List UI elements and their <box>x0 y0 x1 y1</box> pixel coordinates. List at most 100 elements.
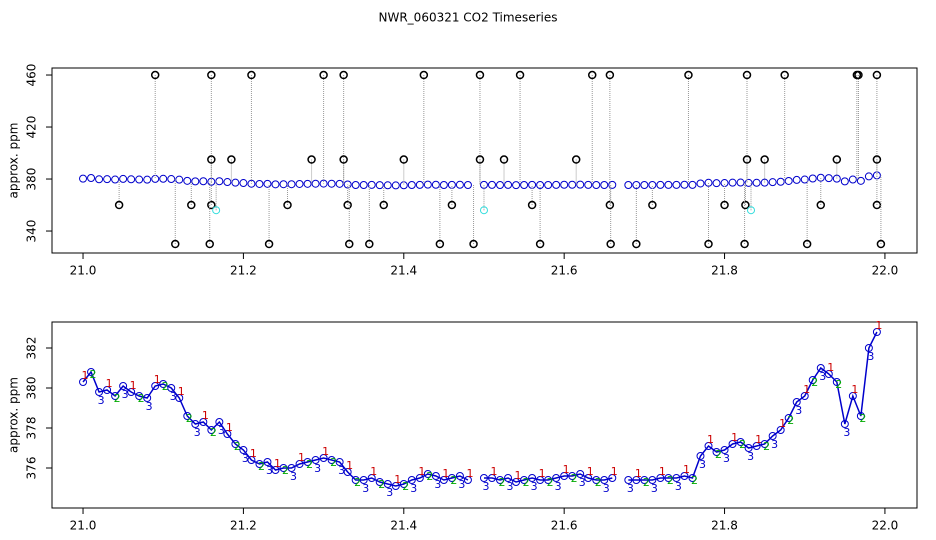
x-tick-label: 22.0 <box>872 519 899 533</box>
point <box>780 70 789 80</box>
point <box>287 180 296 189</box>
point-marker: 3 <box>795 404 802 417</box>
point-marker: 2 <box>378 478 385 491</box>
point <box>784 176 793 185</box>
point <box>760 440 769 448</box>
point <box>824 370 833 378</box>
point <box>79 174 88 183</box>
point-marker: 3 <box>314 462 321 475</box>
point <box>319 179 328 188</box>
point-marker: 1 <box>442 467 449 480</box>
point-marker: 3 <box>122 388 129 401</box>
point-marker: 2 <box>547 476 554 489</box>
point-marker: 3 <box>410 482 417 495</box>
point <box>672 474 681 482</box>
point <box>688 180 697 189</box>
point-marker: 2 <box>667 474 674 487</box>
point-marker: 2 <box>859 412 866 425</box>
point-marker: 1 <box>803 383 810 396</box>
point <box>439 476 448 484</box>
point-marker: 1 <box>322 445 329 458</box>
point <box>768 178 777 187</box>
point <box>319 454 328 462</box>
point-marker: 1 <box>611 465 618 478</box>
point <box>816 364 825 372</box>
point <box>255 179 264 188</box>
point <box>704 239 713 249</box>
point <box>648 476 657 484</box>
point <box>311 456 320 464</box>
point <box>255 460 264 468</box>
point-marker: 2 <box>306 458 313 471</box>
point <box>608 474 617 482</box>
point <box>207 200 216 210</box>
point-marker: 1 <box>346 459 353 472</box>
point <box>816 200 826 210</box>
point <box>504 180 513 189</box>
y-tick-label: 420 <box>25 116 39 139</box>
point-marker: 1 <box>106 377 113 390</box>
point <box>728 178 737 187</box>
point <box>520 181 529 190</box>
point-marker: 3 <box>482 480 489 493</box>
y-tick-label: 340 <box>25 220 39 243</box>
point <box>872 200 882 210</box>
point <box>792 175 801 184</box>
point <box>95 175 104 184</box>
point-marker: 1 <box>827 361 834 374</box>
point <box>391 181 400 190</box>
point <box>736 178 745 187</box>
point <box>175 394 184 402</box>
point <box>808 174 817 183</box>
x-tick-label: 22.0 <box>872 264 899 278</box>
point <box>664 474 673 482</box>
point-marker: 1 <box>707 433 714 446</box>
point <box>608 180 617 189</box>
point-marker: 2 <box>234 440 241 453</box>
point <box>415 180 424 189</box>
point-marker: 1 <box>82 369 89 382</box>
point <box>351 476 360 484</box>
point <box>736 438 745 446</box>
point <box>103 386 112 394</box>
point <box>527 200 537 210</box>
point-marker: 3 <box>675 480 682 493</box>
point-marker: 1 <box>587 465 594 478</box>
point <box>271 180 280 189</box>
point-marker: 3 <box>507 480 514 493</box>
point <box>568 472 577 480</box>
point <box>624 181 633 190</box>
point <box>688 474 697 482</box>
point <box>95 388 104 396</box>
point <box>287 464 296 472</box>
point-marker: 1 <box>178 385 185 398</box>
point <box>359 476 368 484</box>
point <box>552 474 561 482</box>
point <box>560 180 569 189</box>
point <box>439 181 448 190</box>
point-marker: 2 <box>739 438 746 451</box>
point <box>231 440 240 448</box>
point <box>343 200 352 210</box>
point <box>375 478 384 486</box>
point <box>872 155 882 164</box>
point-marker: 1 <box>130 379 137 392</box>
y-tick-label: 376 <box>25 457 39 480</box>
point-marker: 2 <box>258 460 265 473</box>
point <box>135 392 144 400</box>
point <box>728 440 737 448</box>
point <box>295 179 304 188</box>
point <box>247 456 256 464</box>
point <box>544 181 553 190</box>
point <box>343 468 352 476</box>
point <box>800 175 809 184</box>
point <box>744 444 753 452</box>
point <box>307 155 316 164</box>
point <box>496 476 505 484</box>
point <box>479 206 488 215</box>
point <box>159 380 168 388</box>
point-marker: 2 <box>162 380 169 393</box>
point <box>263 179 272 188</box>
point <box>339 155 348 164</box>
y-tick-label: 382 <box>25 337 39 360</box>
